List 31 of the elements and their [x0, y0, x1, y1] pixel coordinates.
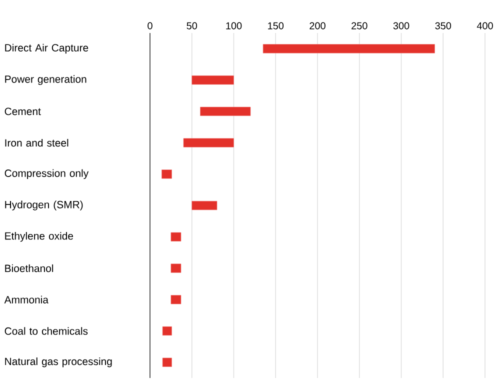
bar	[192, 76, 234, 85]
bar	[200, 106, 251, 116]
y-tick-label: Ethylene oxide	[5, 232, 74, 242]
bar	[183, 138, 234, 148]
x-tick-label: 150	[268, 22, 284, 30]
y-tick-label: Iron and steel	[5, 138, 68, 147]
y-tick-label: Compression only	[4, 169, 89, 180]
y-tick-label: Direct Air Capture	[5, 44, 88, 54]
x-tick-label: 350	[435, 22, 452, 30]
y-tick-label: Ammonia	[4, 296, 48, 304]
bar	[170, 264, 182, 273]
y-tick-label: Coal to chemicals	[4, 327, 88, 335]
y-tick-label: Bioethanol	[5, 264, 54, 272]
y-tick-label: Cement	[4, 108, 41, 116]
bar	[170, 232, 182, 242]
bar	[162, 326, 172, 336]
bar	[162, 170, 172, 179]
bar	[170, 295, 182, 304]
x-tick-label: 300	[393, 22, 410, 30]
y-tick-label: Natural gas processing	[5, 357, 112, 368]
bar	[262, 44, 435, 54]
bar	[162, 358, 172, 367]
x-tick-label: 400	[476, 22, 493, 30]
x-tick-label: 0	[148, 22, 152, 30]
y-tick-label: Hydrogen (SMR)	[5, 200, 83, 210]
x-tick-label: 100	[226, 22, 242, 30]
x-tick-label: 200	[310, 22, 326, 30]
x-tick-label: 250	[352, 22, 368, 30]
y-tick-label: Power generation	[5, 75, 86, 85]
x-tick-label: 50	[186, 22, 198, 30]
bar	[192, 200, 218, 210]
